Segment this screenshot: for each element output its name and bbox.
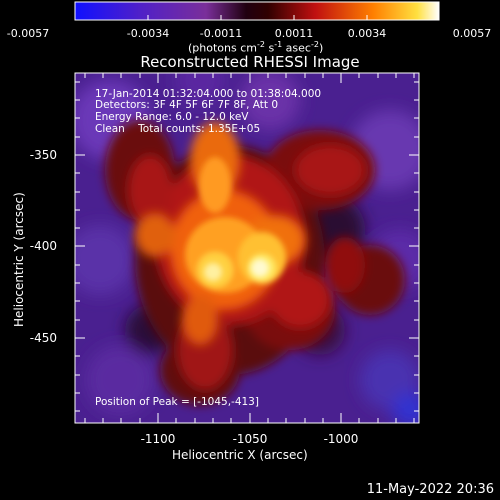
x-axis-label: Heliocentric X (arcsec) (172, 448, 308, 462)
colorbar-tick-label: 0.0057 (452, 27, 492, 40)
y-tick-label: -400 (29, 239, 57, 253)
plot-title: Reconstructed RHESSI Image (140, 53, 360, 71)
x-tick-label: -1100 (140, 432, 176, 446)
y-tick-label: -350 (29, 148, 57, 162)
y-axis-label: Heliocentric Y (arcsec) (12, 192, 26, 327)
colorbar-unit: (photons cm-2 s-1 asec-2) (188, 40, 324, 55)
colorbar-tick-label: 0.0034 (347, 27, 387, 40)
y-tick-label: -450 (29, 331, 57, 345)
colorbar-tick-label: 0.0011 (274, 27, 314, 40)
colorbar (74, 1, 440, 21)
colorbar-tick-label: -0.0034 (126, 27, 170, 40)
timestamp-footer: 11-May-2022 20:36 (366, 482, 494, 497)
axis-ticks (75, 73, 419, 423)
colorbar-tick-label: -0.0057 (6, 27, 50, 40)
x-tick-label: -1000 (323, 432, 359, 446)
colorbar-ticks (74, 15, 440, 20)
clean-counts-label: Clean Total counts: 1.35E+05 (95, 123, 261, 135)
detectors-label: Detectors: 3F 4F 5F 6F 7F 8F, Att 0 (95, 99, 279, 111)
plot-frame (74, 72, 420, 424)
x-tick-label: -1050 (232, 432, 268, 446)
time-range-label: 17-Jan-2014 01:32:04.000 to 01:38:04.000 (95, 88, 322, 100)
peak-position-label: Position of Peak = [-1045,-413] (95, 396, 259, 408)
colorbar-gradient (74, 1, 440, 21)
energy-range-label: Energy Range: 6.0 - 12.0 keV (95, 111, 249, 123)
colorbar-tick-label: -0.0011 (199, 27, 243, 40)
